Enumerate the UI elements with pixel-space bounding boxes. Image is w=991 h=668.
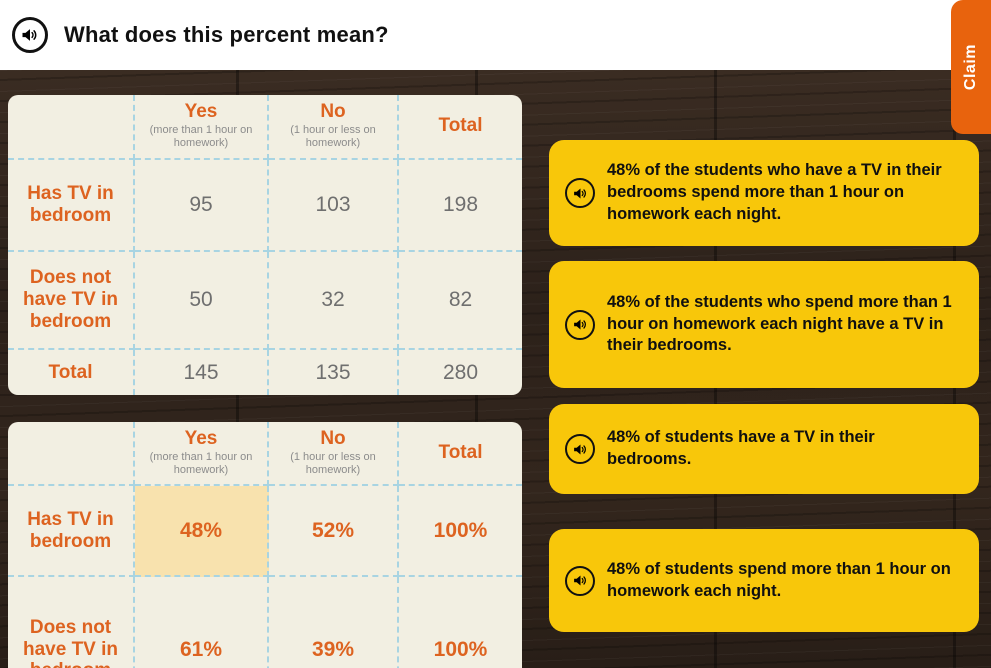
audio-speaker-button[interactable]: [565, 309, 595, 340]
speaker-icon: [573, 319, 586, 330]
speaker-icon: [573, 575, 586, 586]
table-cell: 32: [269, 252, 399, 350]
table-cell: 280: [442, 360, 479, 384]
row-label: Does not have TV in bedroom: [8, 577, 135, 668]
audio-speaker-button[interactable]: [565, 565, 595, 596]
audio-speaker-button[interactable]: [12, 17, 48, 53]
table-cell: 135: [269, 350, 399, 395]
claim-text: 48% of students spend more than 1 hour o…: [607, 559, 951, 600]
claim-text: 48% of students have a TV in their bedro…: [607, 428, 875, 468]
counts-corner-cell: [8, 95, 135, 160]
audio-speaker-button[interactable]: [565, 434, 595, 464]
claim-card-3[interactable]: 48% of students have a TV in their bedro…: [549, 404, 979, 494]
percent-table: Yes (more than 1 hour on homework) No (1…: [8, 422, 522, 668]
percent-col-header-no: No (1 hour or less on homework): [269, 422, 399, 486]
table-cell: 82: [399, 252, 522, 350]
speaker-icon: [22, 29, 37, 41]
claim-text: 48% of the students who have a TV in the…: [607, 161, 942, 223]
table-cell: 145: [135, 350, 269, 395]
table-cell: 52%: [269, 486, 399, 577]
row-label: Has TV in bedroom: [8, 486, 135, 577]
table-cell: 100%: [399, 486, 522, 577]
table-cell: 39%: [269, 577, 399, 668]
row-label: Total: [8, 350, 135, 395]
claim-card-4[interactable]: 48% of students spend more than 1 hour o…: [549, 529, 979, 632]
row-label: Has TV in bedroom: [8, 160, 135, 252]
claim-card-2[interactable]: 48% of the students who spend more than …: [549, 261, 979, 388]
wood-background: Yes (more than 1 hour on homework) No (1…: [0, 70, 991, 668]
counts-col-header-total: Total: [399, 95, 522, 160]
percent-col-header-yes: Yes (more than 1 hour on homework): [135, 422, 269, 486]
table-cell: 61%: [135, 577, 269, 668]
table-cell: 198: [399, 160, 522, 252]
table-cell: 50: [135, 252, 269, 350]
highlighted-cell: 48%: [135, 486, 269, 577]
claim-tab[interactable]: Claim: [951, 0, 991, 134]
speaker-icon: [573, 188, 586, 198]
claim-tab-label: Claim: [962, 43, 979, 91]
counts-table: Yes (more than 1 hour on homework) No (1…: [8, 95, 522, 395]
header-bar: What does this percent mean?: [0, 0, 991, 70]
percent-col-header-total: Total: [399, 422, 522, 486]
table-cell: 95: [135, 160, 269, 252]
row-label: Does not have TV in bedroom: [8, 252, 135, 350]
counts-col-header-yes: Yes (more than 1 hour on homework): [135, 95, 269, 160]
counts-col-header-no: No (1 hour or less on homework): [269, 95, 399, 160]
speaker-icon: [573, 444, 586, 454]
table-cell: 103: [269, 160, 399, 252]
table-cell: 100%: [433, 637, 488, 661]
claim-text: 48% of the students who spend more than …: [607, 292, 952, 355]
claim-card-1[interactable]: 48% of the students who have a TV in the…: [549, 140, 979, 246]
page-title: What does this percent mean?: [64, 22, 389, 47]
audio-speaker-button[interactable]: [565, 178, 595, 208]
percent-corner-cell: [8, 422, 135, 486]
